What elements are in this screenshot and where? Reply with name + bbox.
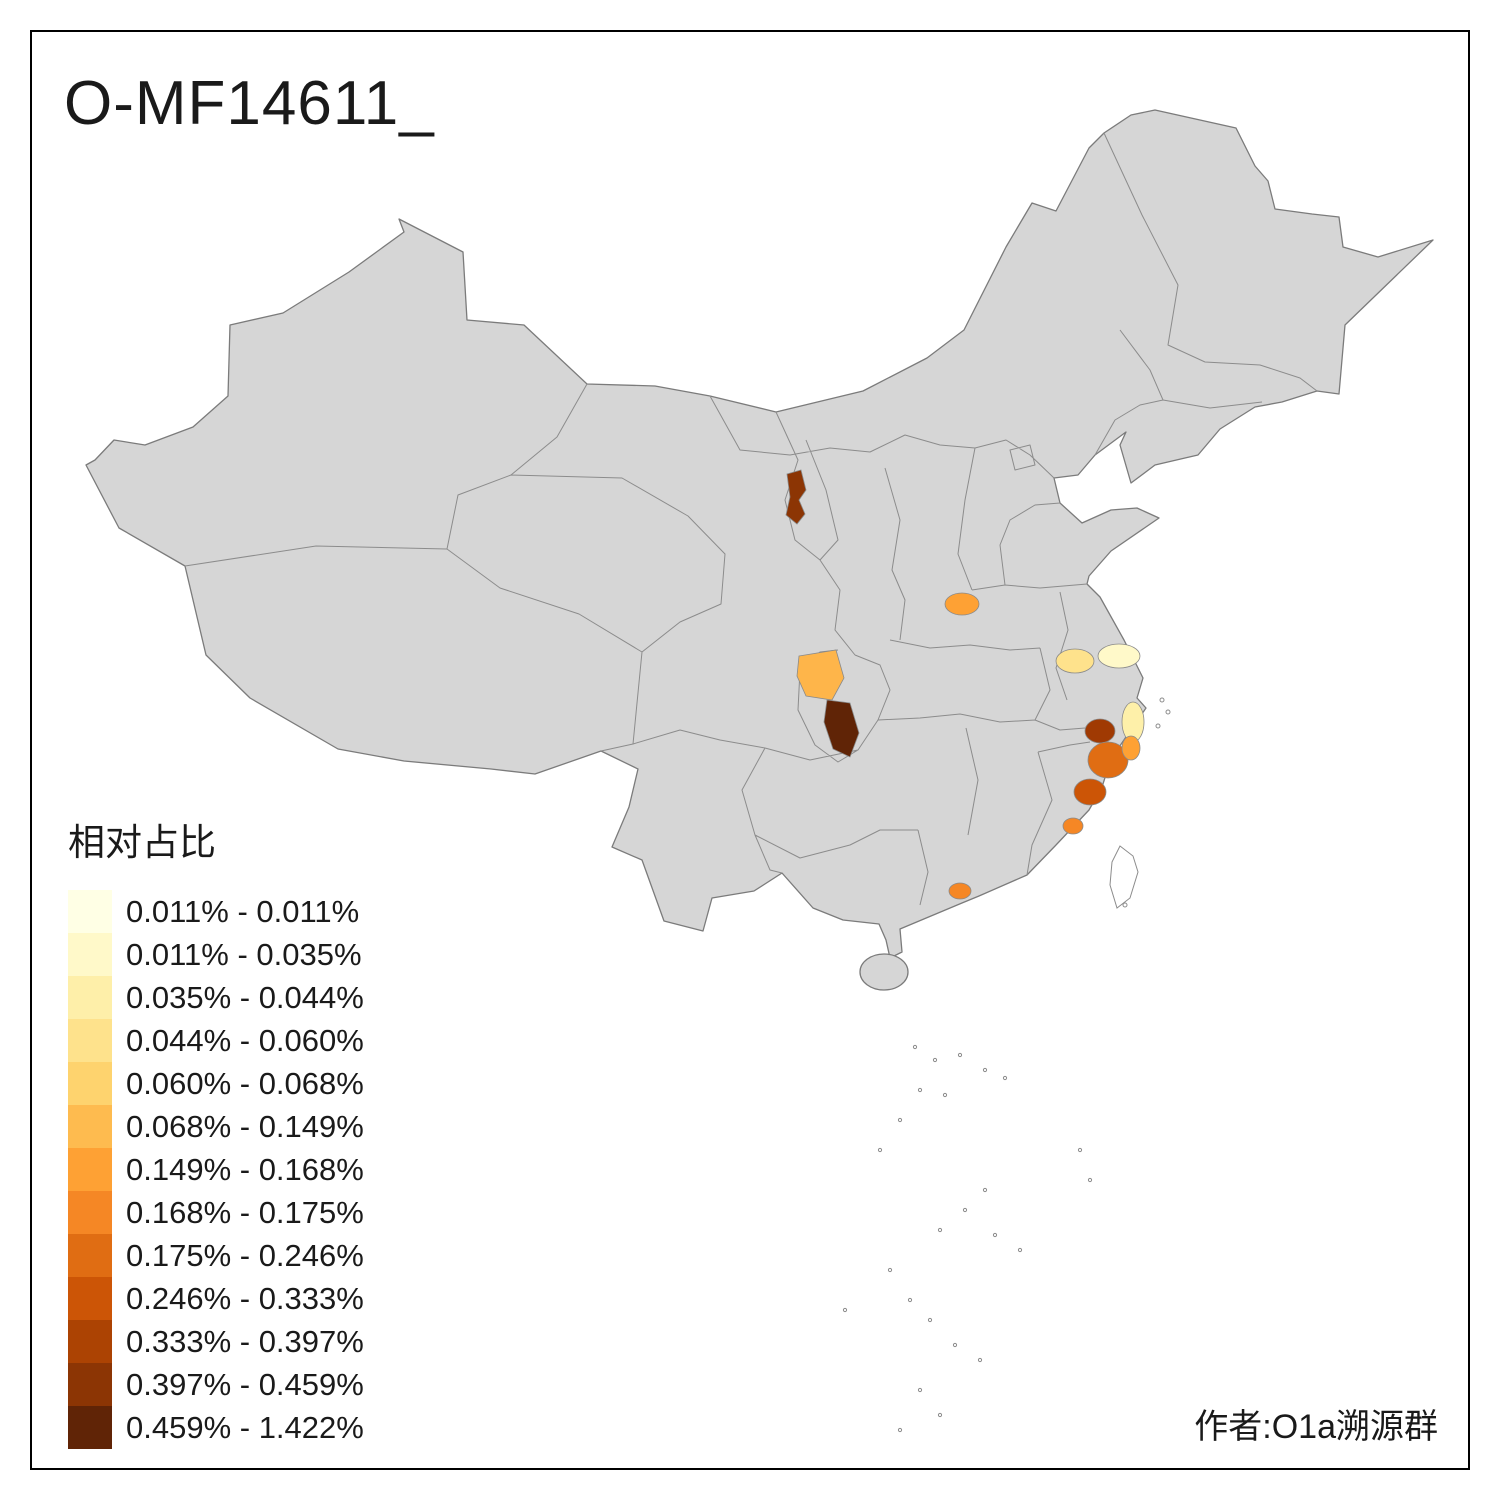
legend-swatch — [68, 1062, 112, 1105]
legend-item: 0.397% - 0.459% — [68, 1363, 364, 1406]
region-zhejiang-central — [1087, 741, 1129, 779]
legend-item: 0.011% - 0.035% — [68, 933, 364, 976]
region-chongqing-dark — [823, 699, 860, 758]
legend-item: 0.068% - 0.149% — [68, 1105, 364, 1148]
legend-title: 相对占比 — [68, 822, 216, 863]
region-jiangsu-east — [1097, 643, 1141, 669]
legend: 相对占比 0.011% - 0.011% 0.011% - 0.035% 0.035… — [68, 812, 364, 1449]
legend-swatch — [68, 1320, 112, 1363]
legend-item: 0.060% - 0.068% — [68, 1062, 364, 1105]
legend-item: 0.175% - 0.246% — [68, 1234, 364, 1277]
legend-label: 0.175% - 0.246% — [126, 1237, 364, 1273]
taiwan-island — [1109, 845, 1139, 909]
region-zhejiang-north — [1084, 718, 1116, 744]
legend-item: 0.035% - 0.044% — [68, 976, 364, 1019]
legend-swatch — [68, 1105, 112, 1148]
region-guangdong — [948, 882, 972, 900]
legend-item: 0.149% - 0.168% — [68, 1148, 364, 1191]
south-china-sea-islands — [842, 1044, 1093, 1433]
legend-label: 0.333% - 0.397% — [126, 1323, 364, 1359]
legend-item: 0.168% - 0.175% — [68, 1191, 364, 1234]
legend-item: 0.011% - 0.011% — [68, 890, 364, 933]
legend-swatch — [68, 890, 112, 933]
legend-swatch — [68, 976, 112, 1019]
legend-swatch — [68, 1277, 112, 1320]
legend-label: 0.397% - 0.459% — [126, 1366, 364, 1402]
region-fujian-coast — [1062, 817, 1084, 835]
legend-label: 0.246% - 0.333% — [126, 1280, 364, 1316]
legend-swatch — [68, 1363, 112, 1406]
page-title: O-MF14611_ — [64, 69, 435, 138]
hainan-island — [859, 953, 909, 991]
legend-swatch — [68, 1148, 112, 1191]
legend-label: 0.011% - 0.035% — [126, 936, 362, 972]
legend-item: 0.246% - 0.333% — [68, 1277, 364, 1320]
legend-items: 0.011% - 0.011% 0.011% - 0.035% 0.035% - 0… — [68, 890, 364, 1449]
legend-label: 0.149% - 0.168% — [126, 1151, 364, 1187]
legend-label: 0.068% - 0.149% — [126, 1108, 364, 1144]
legend-label: 0.168% - 0.175% — [126, 1194, 364, 1230]
coastal-islets — [1122, 697, 1171, 908]
author-credit: 作者:O1a溯源群 — [1194, 1408, 1438, 1446]
legend-swatch — [68, 1234, 112, 1277]
legend-swatch — [68, 1406, 112, 1449]
legend-label: 0.035% - 0.044% — [126, 979, 364, 1015]
legend-item: 0.333% - 0.397% — [68, 1320, 364, 1363]
legend-item: 0.044% - 0.060% — [68, 1019, 364, 1062]
region-henan — [944, 592, 980, 616]
legend-item: 0.459% - 1.422% — [68, 1406, 364, 1449]
region-zhejiang-coast — [1121, 735, 1141, 761]
legend-swatch — [68, 1019, 112, 1062]
legend-label: 0.060% - 0.068% — [126, 1065, 364, 1101]
legend-swatch — [68, 933, 112, 976]
province-borders — [184, 132, 1318, 906]
region-fujian-northeast — [1073, 778, 1107, 806]
legend-label: 0.044% - 0.060% — [126, 1022, 364, 1058]
legend-label: 0.011% - 0.011% — [126, 893, 360, 929]
legend-swatch — [68, 1191, 112, 1234]
region-chongqing-west — [796, 649, 845, 701]
region-jiangsu-west — [1055, 648, 1095, 674]
region-ningxia — [785, 469, 807, 525]
legend-label: 0.459% - 1.422% — [126, 1409, 364, 1445]
